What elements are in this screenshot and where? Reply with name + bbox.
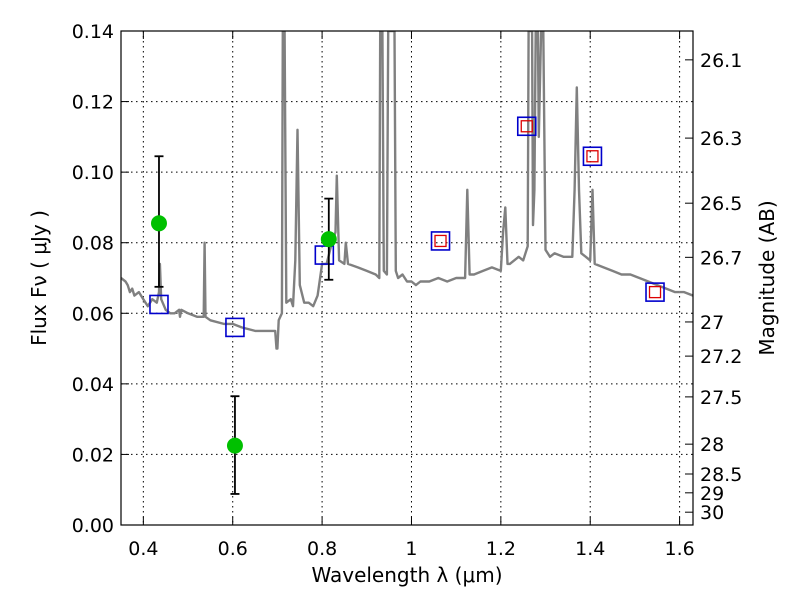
observed-flux-point xyxy=(226,437,243,454)
y2-tick-label: 29 xyxy=(700,483,724,505)
axis-ticks: 0.4 0.6 0.8 1 1.2 1.4 1.6 0.00 0.02 0.04 0.06 0.08 0… xyxy=(72,21,743,560)
y2-tick-label: 28 xyxy=(700,434,724,456)
y2-tick-label: 26.7 xyxy=(700,247,742,269)
y2-tick-label: 26.3 xyxy=(700,128,742,150)
x-tick-label: 0.6 xyxy=(218,538,248,560)
model-flux-square xyxy=(430,231,451,251)
model-flux-square xyxy=(225,317,245,338)
y2-tick-label: 28.5 xyxy=(700,464,742,486)
template-spectrum-line xyxy=(121,31,693,350)
y2-tick-label: 26.1 xyxy=(700,50,742,72)
y2-tick-label: 30 xyxy=(700,502,724,524)
model-flux-inner-square xyxy=(648,285,662,299)
x-axis-label: Wavelength λ (μm) xyxy=(311,563,502,587)
x-tick-label: 1.2 xyxy=(486,538,516,560)
model-flux-inner-square xyxy=(434,234,447,248)
y-tick-label: 0.08 xyxy=(72,233,114,255)
model-photometry-markers xyxy=(149,116,665,338)
x-tick-label: 1.6 xyxy=(664,538,694,560)
plot-area xyxy=(121,31,693,350)
model-flux-square xyxy=(645,282,665,302)
y-tick-label: 0.00 xyxy=(72,515,114,537)
grid-lines xyxy=(121,31,693,525)
y-tick-label: 0.14 xyxy=(72,21,114,43)
x-tick-label: 1.4 xyxy=(575,538,605,560)
model-flux-square xyxy=(314,245,335,265)
plot-frame xyxy=(120,30,694,526)
y-tick-label: 0.06 xyxy=(72,303,114,325)
x-tick-label: 0.4 xyxy=(128,538,158,560)
y2-axis-label: Magnitude (AB) xyxy=(755,200,779,355)
observed-flux-point xyxy=(150,215,167,232)
y-tick-label: 0.10 xyxy=(72,162,114,184)
observed-flux-point xyxy=(320,231,337,248)
model-flux-square xyxy=(149,294,169,315)
y2-tick-label: 26.5 xyxy=(700,193,742,215)
model-flux-square xyxy=(516,116,537,137)
observed-photometry-markers xyxy=(150,155,337,495)
y2-tick-label: 27.5 xyxy=(700,387,742,409)
y2-tick-label: 27 xyxy=(700,312,724,334)
y-tick-label: 0.12 xyxy=(72,92,114,114)
x-tick-label: 1 xyxy=(405,538,417,560)
y-axis-label: Flux Fν ( μJy ) xyxy=(27,210,51,346)
model-flux-square xyxy=(582,146,603,167)
x-tick-label: 0.8 xyxy=(307,538,337,560)
y-tick-label: 0.02 xyxy=(72,444,114,466)
model-flux-inner-square xyxy=(586,150,599,163)
y2-tick-label: 27.2 xyxy=(700,346,742,368)
model-flux-inner-square xyxy=(520,120,533,133)
y-tick-label: 0.04 xyxy=(72,374,114,396)
